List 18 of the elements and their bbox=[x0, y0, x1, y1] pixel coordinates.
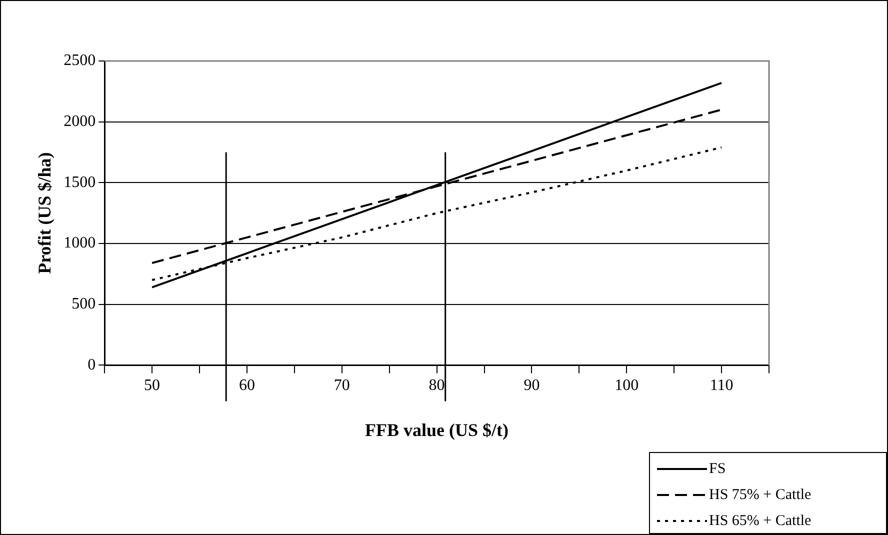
x-tick-label: 90 bbox=[524, 377, 540, 394]
x-tick-label: 100 bbox=[614, 377, 639, 394]
y-tick-label: 0 bbox=[88, 356, 96, 374]
y-tick-label: 1000 bbox=[64, 234, 96, 252]
y-tick-label: 2500 bbox=[64, 52, 96, 70]
y-tick-label: 2000 bbox=[64, 113, 96, 130]
legend-label: HS 65% + Cattle bbox=[709, 512, 812, 529]
x-tick-label: 110 bbox=[710, 377, 734, 394]
x-tick-label: 50 bbox=[144, 377, 160, 394]
x-tick-label: 80 bbox=[428, 377, 445, 394]
x-tick-label: 70 bbox=[334, 377, 350, 394]
legend-label: FS bbox=[709, 460, 726, 477]
y-tick-label: 1500 bbox=[64, 174, 96, 191]
x-axis-title: FFB value (US $/t) bbox=[365, 420, 509, 440]
x-tick-label: 60 bbox=[238, 377, 255, 394]
y-axis-title: Profit (US $/ha) bbox=[34, 152, 54, 274]
y-tick-label: 500 bbox=[72, 296, 96, 313]
legend-label: HS 75% + Cattle bbox=[709, 486, 812, 503]
